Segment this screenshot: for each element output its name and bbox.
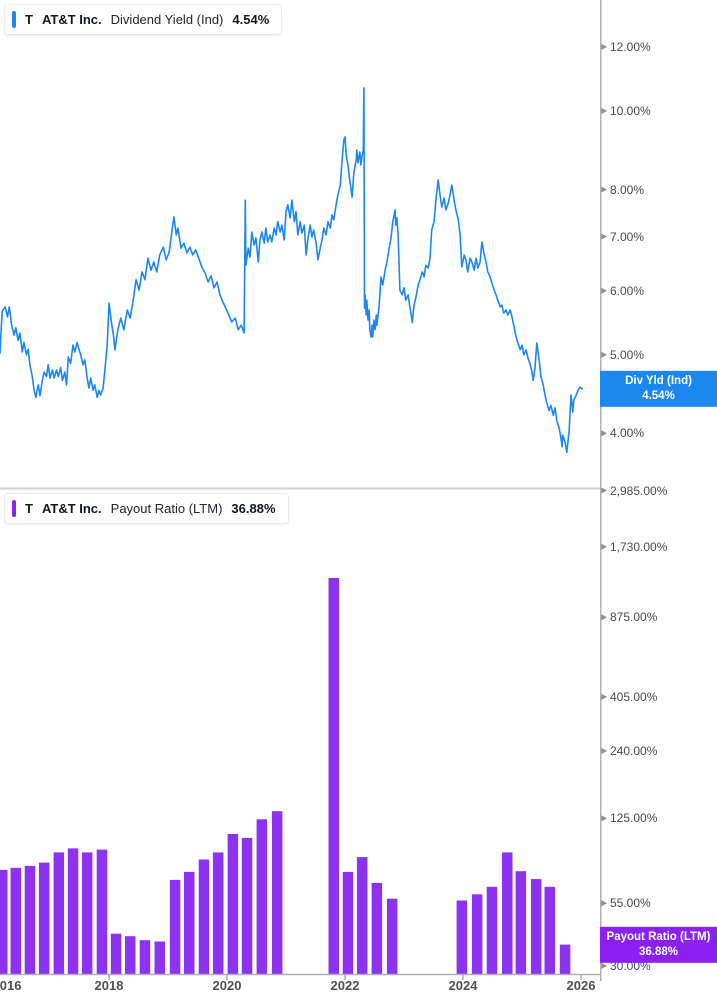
payout-ratio-bar[interactable] <box>10 867 22 974</box>
axis-tick-arrow-icon <box>601 815 607 822</box>
series-color-bar-purple <box>12 500 16 517</box>
ticker-symbol: T <box>25 501 33 516</box>
axis-tick-arrow-icon <box>601 748 607 754</box>
axis-tick-arrow-icon <box>601 614 607 621</box>
badge-value: 4.54% <box>642 389 675 402</box>
last-value-badge-dividend-yield: Div Yld (Ind) 4.54% <box>600 370 717 407</box>
axis-tick-arrow-icon <box>601 900 607 907</box>
payout-ratio-bar[interactable] <box>227 834 239 974</box>
y-axis-tick-label: 7.00% <box>610 229 645 244</box>
x-axis-tick-label: 2024 <box>448 978 478 993</box>
company-name: AT&T Inc. <box>41 501 102 516</box>
payout-ratio-bar[interactable] <box>342 871 354 974</box>
y-axis-tick-label: 5.00% <box>610 347 645 362</box>
payout-ratio-bar[interactable] <box>486 886 498 974</box>
y-axis-tick-label: 10.00% <box>610 104 651 118</box>
metric-name: Payout Ratio (LTM) <box>110 501 223 516</box>
payout-ratio-bar[interactable] <box>515 871 527 974</box>
y-axis-tick-label: 4.00% <box>610 426 645 441</box>
x-axis-tick-label: 2022 <box>330 978 360 993</box>
payout-ratio-bar[interactable] <box>38 862 50 974</box>
payout-ratio-bar[interactable] <box>530 879 542 974</box>
payout-ratio-bar[interactable] <box>256 819 268 974</box>
payout-ratio-bar[interactable] <box>0 869 8 974</box>
x-axis-tick-label: 2018 <box>94 978 124 993</box>
y-axis-tick-label: 1,730.00% <box>610 539 668 554</box>
payout-ratio-bar[interactable] <box>356 857 368 974</box>
y-axis-tick-label: 240.00% <box>610 744 658 758</box>
axis-tick-arrow-icon <box>601 430 607 437</box>
badge-value: 36.88% <box>638 945 678 958</box>
y-axis-tick-label: 405.00% <box>610 689 658 704</box>
axis-tick-arrow-icon <box>601 43 607 50</box>
payout-ratio-bar[interactable] <box>471 894 483 974</box>
legend-dividend-yield[interactable]: T AT&T Inc. Dividend Yield (Ind) 4.54% <box>4 4 283 35</box>
metric-name: Dividend Yield (Ind) <box>110 12 224 27</box>
payout-ratio-bar[interactable] <box>456 900 468 975</box>
metric-value: 4.54% <box>232 12 270 27</box>
payout-ratio-bar[interactable] <box>53 852 65 974</box>
y-axis-tick-label: 6.00% <box>610 283 645 298</box>
x-axis-tick-label: 2020 <box>212 978 242 993</box>
axis-tick-arrow-icon <box>601 233 607 240</box>
x-axis-tick-label: 2026 <box>566 978 596 993</box>
y-axis-tick-label: 2,985.00% <box>610 483 668 498</box>
payout-ratio-bar[interactable] <box>24 865 36 974</box>
badge-label: Payout Ratio (LTM) <box>606 930 711 943</box>
y-axis-tick-label: 125.00% <box>610 811 658 826</box>
axis-tick-arrow-icon <box>601 543 607 550</box>
x-axis-tick-label: 2016 <box>0 978 22 993</box>
payout-ratio-bar[interactable] <box>386 898 398 974</box>
payout-ratio-bar[interactable] <box>154 941 166 975</box>
payout-ratio-bar[interactable] <box>328 578 340 974</box>
axis-tick-arrow-icon <box>601 287 607 294</box>
series-color-bar-blue <box>12 11 16 28</box>
payout-ratio-bar[interactable] <box>544 886 556 974</box>
metric-value: 36.88% <box>231 501 276 516</box>
axis-tick-arrow-icon <box>601 186 607 193</box>
axis-tick-arrow-icon <box>601 962 607 969</box>
y-axis-tick-label: 12.00% <box>610 39 651 54</box>
axis-tick-arrow-icon <box>601 108 607 114</box>
payout-ratio-bar[interactable] <box>184 871 195 974</box>
payout-ratio-bar[interactable] <box>371 882 383 974</box>
payout-ratio-bar[interactable] <box>169 879 181 974</box>
badge-label: Div Yld (Ind) <box>625 374 692 387</box>
payout-ratio-bar[interactable] <box>139 940 151 974</box>
payout-ratio-bar[interactable] <box>502 852 513 974</box>
y-axis-tick-label: 875.00% <box>610 610 658 625</box>
dividend-yield-line[interactable] <box>0 87 583 454</box>
payout-ratio-bar[interactable] <box>198 859 210 975</box>
axis-tick-arrow-icon <box>601 693 607 700</box>
payout-ratio-bar[interactable] <box>559 944 571 974</box>
payout-ratio-bar[interactable] <box>81 852 93 974</box>
axis-tick-arrow-icon <box>601 351 607 358</box>
payout-ratio-bar[interactable] <box>241 837 253 974</box>
ticker-symbol: T <box>25 12 33 27</box>
payout-ratio-bar[interactable] <box>212 852 224 974</box>
payout-ratio-bar[interactable] <box>110 933 122 974</box>
y-axis-tick-label: 55.00% <box>610 896 651 911</box>
payout-ratio-bar[interactable] <box>271 811 283 974</box>
company-name: AT&T Inc. <box>41 12 102 27</box>
payout-ratio-bar[interactable] <box>125 936 136 974</box>
legend-payout-ratio[interactable]: T AT&T Inc. Payout Ratio (LTM) 36.88% <box>4 493 289 524</box>
payout-ratio-bar[interactable] <box>96 849 108 974</box>
payout-ratio-bar[interactable] <box>67 848 79 974</box>
last-value-badge-payout-ratio: Payout Ratio (LTM) 36.88% <box>600 926 717 963</box>
axis-tick-arrow-icon <box>601 487 607 494</box>
y-axis-tick-label: 8.00% <box>610 182 645 197</box>
